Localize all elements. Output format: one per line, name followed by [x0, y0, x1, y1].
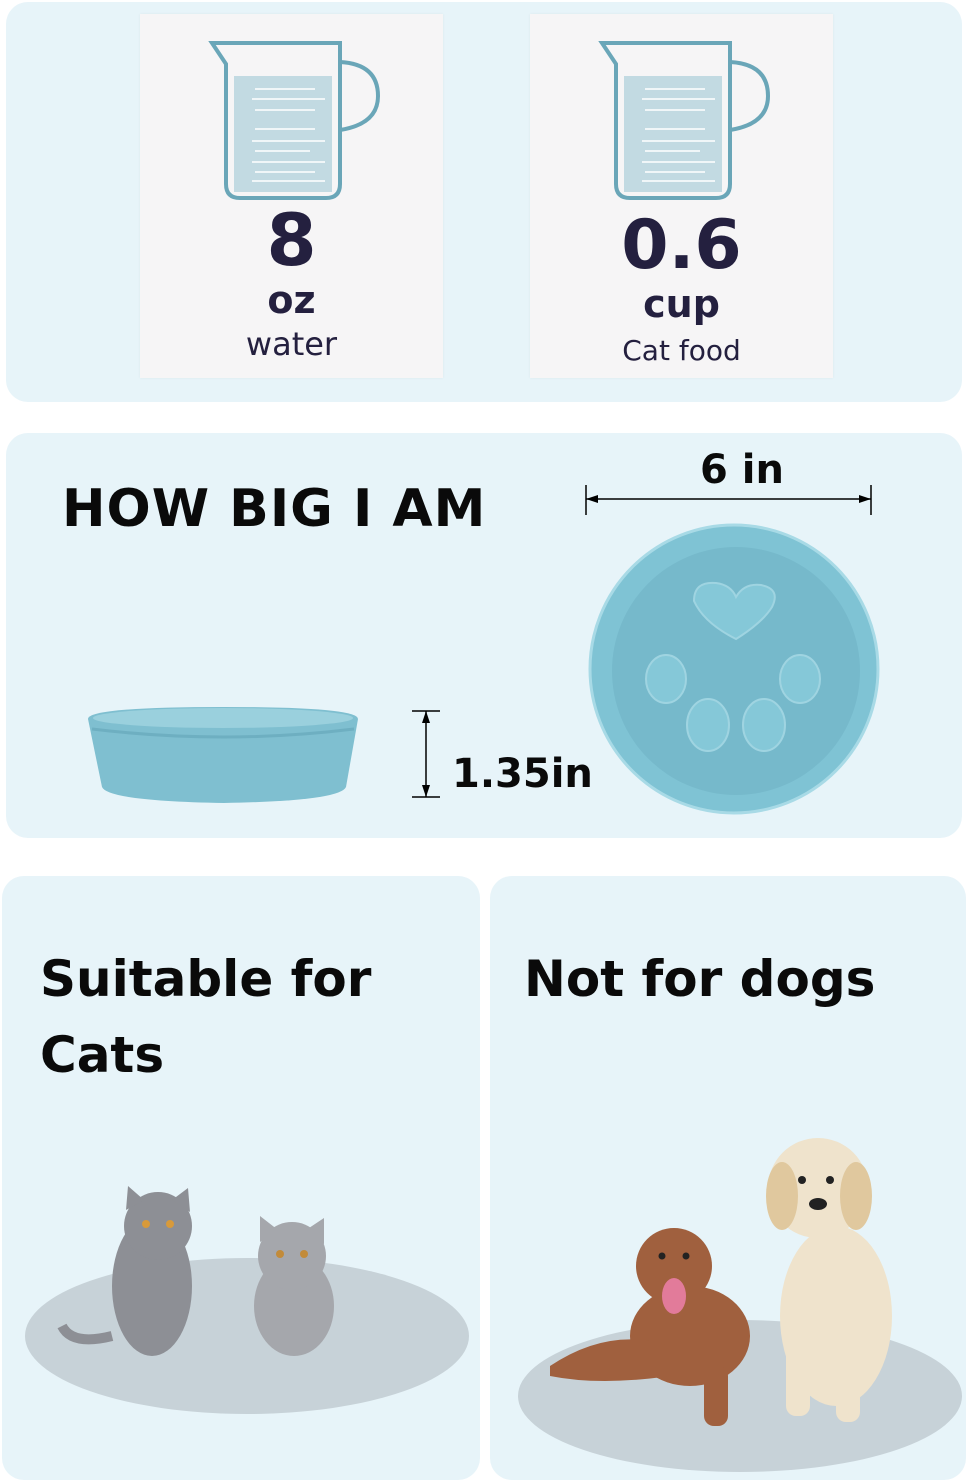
- diameter-arrow: [585, 485, 872, 515]
- measuring-jug-icon: [208, 41, 381, 200]
- dogs-photo: [518, 1138, 962, 1472]
- cats-photo: [25, 1186, 469, 1414]
- water-value: 8: [266, 198, 317, 282]
- food-capacity-card: 0.6 cup Cat food: [530, 14, 833, 378]
- cats-title-line2: Cats: [40, 1026, 165, 1084]
- food-unit: cup: [643, 282, 720, 326]
- water-label: water: [245, 325, 338, 363]
- water-unit: oz: [267, 278, 316, 322]
- bowl-side-view: [88, 707, 358, 803]
- food-label: Cat food: [622, 334, 741, 367]
- bowl-top-view: [588, 523, 880, 815]
- food-value: 0.6: [621, 206, 742, 285]
- not-for-dogs-panel: Not for dogs: [490, 876, 966, 1480]
- dogs-title: Not for dogs: [524, 950, 876, 1008]
- diameter-label: 6 in: [700, 447, 784, 493]
- height-label: 1.35in: [452, 751, 593, 797]
- cats-title-line1: Suitable for: [40, 950, 372, 1008]
- size-panel: HOW BIG I AM 6 in 1.35in: [6, 433, 962, 838]
- size-title: HOW BIG I AM: [62, 479, 487, 539]
- measuring-jug-icon: [598, 41, 771, 200]
- suitable-for-cats-panel: Suitable for Cats: [2, 876, 480, 1480]
- height-arrow: [412, 710, 440, 798]
- capacity-panel: 8 oz water 0.6 cup Cat food: [6, 2, 962, 402]
- water-capacity-card: 8 oz water: [140, 14, 443, 378]
